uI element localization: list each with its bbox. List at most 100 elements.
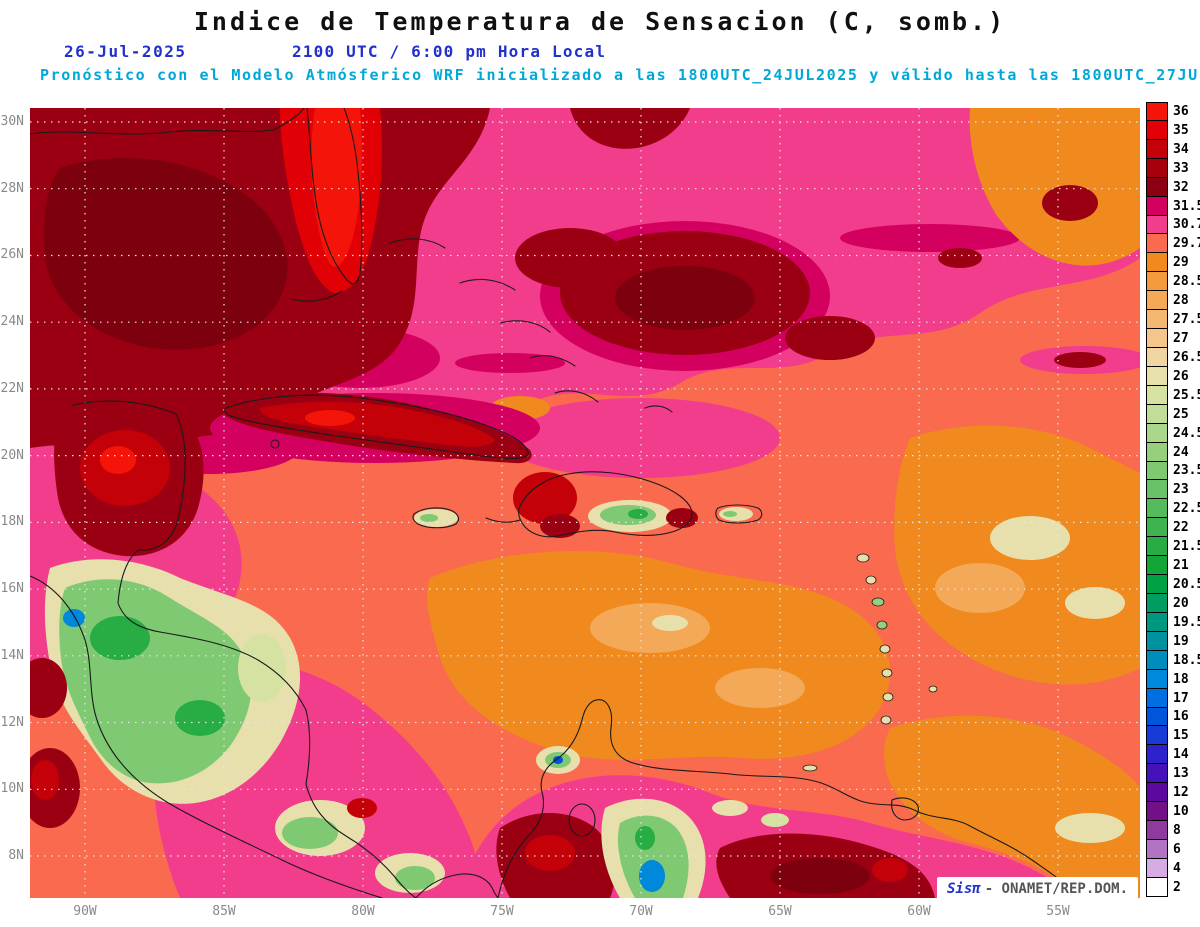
colorbar-swatch bbox=[1146, 442, 1168, 462]
colorbar-label: 33 bbox=[1173, 160, 1189, 176]
colorbar-row: 10 bbox=[1146, 802, 1200, 822]
colorbar-row: 15 bbox=[1146, 726, 1200, 746]
colorbar-label: 17 bbox=[1173, 690, 1189, 706]
colorbar-row: 21.5 bbox=[1146, 537, 1200, 557]
lon-tick-label: 65W bbox=[768, 904, 792, 919]
colorbar-swatch bbox=[1146, 707, 1168, 727]
colorbar-label: 27.5 bbox=[1173, 312, 1200, 328]
colorbar-row: 13 bbox=[1146, 764, 1200, 784]
colorbar-swatch bbox=[1146, 480, 1168, 500]
colorbar-label: 22.5 bbox=[1173, 501, 1200, 517]
colorbar-label: 24.5 bbox=[1173, 425, 1200, 441]
colorbar-row: 35 bbox=[1146, 120, 1200, 140]
colorbar-swatch bbox=[1146, 612, 1168, 632]
lat-tick-label: 24N bbox=[0, 314, 24, 330]
colorbar-row: 19.5 bbox=[1146, 612, 1200, 632]
colorbar-row: 4 bbox=[1146, 858, 1200, 878]
lat-tick-label: 10N bbox=[0, 781, 24, 797]
colorbar-row: 32 bbox=[1146, 177, 1200, 197]
lat-tick-label: 28N bbox=[0, 180, 24, 196]
watermark: Sisπ - ONAMET/REP.DOM. bbox=[936, 877, 1138, 900]
colorbar-swatch bbox=[1146, 366, 1168, 386]
colorbar-row: 21 bbox=[1146, 556, 1200, 576]
colorbar-label: 34 bbox=[1173, 141, 1189, 157]
colorbar-label: 35 bbox=[1173, 122, 1189, 138]
colorbar-label: 24 bbox=[1173, 444, 1189, 460]
colorbar-swatch bbox=[1146, 839, 1168, 859]
lon-tick-label: 75W bbox=[490, 904, 514, 919]
colorbar-label: 2 bbox=[1173, 879, 1181, 895]
colorbar-row: 25.5 bbox=[1146, 385, 1200, 405]
colorbar-row: 2 bbox=[1146, 877, 1200, 897]
colorbar-row: 8 bbox=[1146, 821, 1200, 840]
lon-tick-label: 90W bbox=[73, 904, 97, 919]
colorbar-label: 23 bbox=[1173, 482, 1189, 498]
colorbar-row: 20 bbox=[1146, 593, 1200, 613]
colorbar-label: 19 bbox=[1173, 633, 1189, 649]
colorbar-row: 22.5 bbox=[1146, 499, 1200, 519]
colorbar-swatch bbox=[1146, 783, 1168, 803]
colorbar-label: 30.7 bbox=[1173, 217, 1200, 233]
colorbar-row: 24.5 bbox=[1146, 423, 1200, 443]
latitude-axis: 30N 28N 26N 24N 22N 20N 18N 16N 14N 12N 10N 8N bbox=[0, 108, 26, 898]
colorbar-swatch bbox=[1146, 631, 1168, 651]
heat-index-field bbox=[30, 108, 1140, 898]
colorbar-swatch bbox=[1146, 329, 1168, 348]
colorbar-label: 13 bbox=[1173, 766, 1189, 782]
lon-tick-label: 70W bbox=[629, 904, 653, 919]
colorbar-label: 6 bbox=[1173, 841, 1181, 857]
map-canvas: Sisπ - ONAMET/REP.DOM. bbox=[30, 108, 1140, 900]
colorbar-swatch bbox=[1146, 537, 1168, 557]
colorbar-label: 25 bbox=[1173, 406, 1189, 422]
colorbar-row: 25 bbox=[1146, 404, 1200, 424]
colorbar-swatch bbox=[1146, 669, 1168, 689]
lon-tick-label: 55W bbox=[1046, 904, 1070, 919]
colorbar-label: 8 bbox=[1173, 822, 1181, 838]
longitude-axis: 90W 85W 80W 75W 70W 65W 60W 55W bbox=[30, 902, 1140, 924]
colorbar-swatch bbox=[1146, 158, 1168, 178]
colorbar-swatch bbox=[1146, 310, 1168, 330]
colorbar-label: 20.5 bbox=[1173, 577, 1200, 592]
colorbar-swatch bbox=[1146, 234, 1168, 254]
colorbar-label: 18.5 bbox=[1173, 652, 1200, 668]
colorbar-row: 12 bbox=[1146, 783, 1200, 803]
valid-date-label: 26-Jul-2025 bbox=[64, 42, 187, 61]
colorbar-swatch bbox=[1146, 499, 1168, 519]
lon-tick-label: 80W bbox=[351, 904, 375, 919]
colorbar-row: 33 bbox=[1146, 158, 1200, 178]
colorbar-swatch bbox=[1146, 196, 1168, 216]
colorbar-row: 30.7 bbox=[1146, 215, 1200, 235]
colorbar-label: 20 bbox=[1173, 595, 1189, 611]
lon-tick-label: 60W bbox=[907, 904, 931, 919]
lat-tick-label: 8N bbox=[8, 847, 24, 863]
colorbar-row: 19 bbox=[1146, 631, 1200, 651]
colorbar-label: 21 bbox=[1173, 558, 1189, 574]
colorbar-label: 28 bbox=[1173, 293, 1189, 309]
colorbar-label: 21.5 bbox=[1173, 539, 1200, 555]
coastlines bbox=[30, 108, 1079, 898]
colorbar-label: 19.5 bbox=[1173, 614, 1200, 630]
colorbar-label: 28.5 bbox=[1173, 274, 1200, 290]
colorbar-swatch bbox=[1146, 177, 1168, 197]
colorbar-label: 10 bbox=[1173, 804, 1189, 820]
watermark-source: - ONAMET/REP.DOM. bbox=[984, 880, 1128, 897]
colorbar-label: 27 bbox=[1173, 331, 1189, 347]
colorbar-swatch bbox=[1146, 404, 1168, 424]
colorbar-row: 14 bbox=[1146, 745, 1200, 765]
colorbar-row: 28.5 bbox=[1146, 272, 1200, 292]
lat-tick-label: 16N bbox=[0, 581, 24, 597]
colorbar-label: 14 bbox=[1173, 747, 1189, 763]
lat-tick-label: 20N bbox=[0, 447, 24, 463]
colorbar-label: 32 bbox=[1173, 179, 1189, 195]
colorbar-row: 20.5 bbox=[1146, 575, 1200, 594]
colorbar-swatch bbox=[1146, 347, 1168, 367]
colorbar-swatch bbox=[1146, 802, 1168, 822]
colorbar-swatch bbox=[1146, 215, 1168, 235]
colorbar-row: 28 bbox=[1146, 291, 1200, 311]
colorbar-label: 18 bbox=[1173, 671, 1189, 687]
colorbar-swatch bbox=[1146, 461, 1168, 481]
colorbar-swatch bbox=[1146, 764, 1168, 784]
colorbar-row: 17 bbox=[1146, 688, 1200, 708]
colorbar-legend: 363534333231.530.729.72928.52827.52726.5… bbox=[1146, 102, 1200, 897]
lat-tick-label: 26N bbox=[0, 247, 24, 263]
